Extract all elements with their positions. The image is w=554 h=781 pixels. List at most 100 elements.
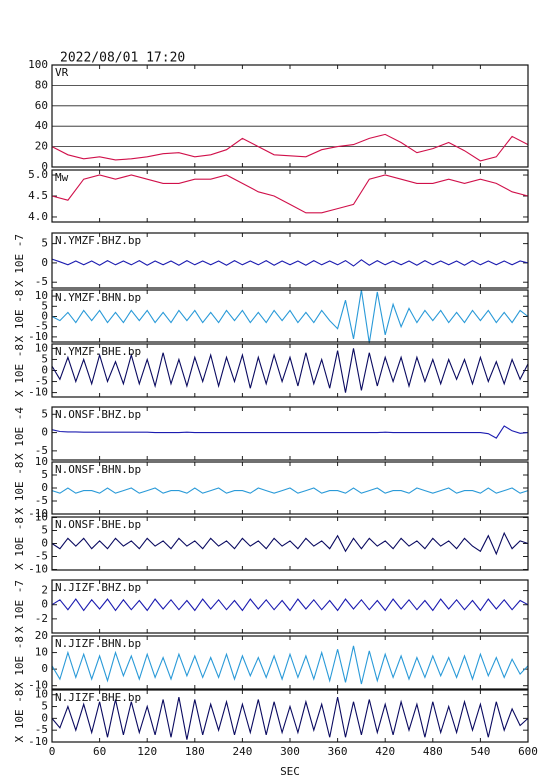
y-tick-label: -5 [35, 320, 48, 333]
y-axis-label: X 10E -7 [13, 234, 26, 287]
y-tick-label: 80 [35, 78, 48, 91]
panel-frame [51, 635, 529, 690]
trace-label: Mw [55, 171, 69, 184]
y-axis-label: X 10E -7 [13, 580, 26, 633]
y-tick-label: 40 [35, 119, 48, 132]
y-tick-label: -5 [35, 375, 48, 388]
y-tick-label: -5 [35, 549, 48, 562]
y-tick-label: -2 [35, 612, 48, 625]
x-tick-label: 420 [375, 745, 395, 758]
y-tick-label: -10 [28, 330, 48, 343]
trace-label: N.YMZF.BHN.bp [55, 291, 141, 304]
x-tick-label: 120 [137, 745, 157, 758]
y-tick-label: 60 [35, 99, 48, 112]
y-tick-label: 0 [41, 537, 48, 550]
y-tick-label: 5.0 [28, 168, 48, 181]
x-tick-label: 540 [470, 745, 490, 758]
y-axis-label: X 10E -8 [13, 636, 26, 689]
y-tick-label: -5 [35, 444, 48, 457]
y-tick-label: -10 [28, 562, 48, 575]
trace-label: N.ONSF.BHZ.bp [55, 408, 141, 421]
panel-frame [51, 289, 529, 343]
panel-frame [51, 461, 529, 515]
x-tick-label: 300 [280, 745, 300, 758]
y-tick-label: 5 [41, 299, 48, 312]
trace [51, 133, 529, 162]
trace-label: N.JIZF.BHZ.bp [55, 581, 141, 594]
y-tick-label: 4.0 [28, 210, 48, 223]
y-axis-label: X 10E -8 [13, 462, 26, 515]
trace-label: N.YMZF.BHZ.bp [55, 234, 141, 247]
y-axis-label: X 10E -8 [13, 344, 26, 397]
y-tick-label: 0 [41, 364, 48, 377]
trace [51, 289, 529, 344]
trace [51, 531, 529, 556]
y-tick-label: 10 [35, 455, 48, 468]
x-tick-label: 240 [232, 745, 252, 758]
y-tick-label: 0 [41, 310, 48, 323]
y-tick-label: 5 [41, 524, 48, 537]
trace [51, 645, 529, 685]
panel-frame [51, 689, 529, 743]
y-tick-label: 20 [35, 629, 48, 642]
y-tick-label: -5 [35, 494, 48, 507]
y-tick-label: 0 [41, 481, 48, 494]
panel-frame [51, 406, 529, 461]
panel-frame [51, 64, 529, 168]
trace [51, 425, 529, 439]
panel-frame [51, 516, 529, 571]
y-axis-label: X 10E -8 [13, 517, 26, 570]
y-tick-label: 0 [41, 160, 48, 173]
y-tick-label: 100 [28, 58, 48, 71]
trace-label: N.JIZF.BHE.bp [55, 691, 141, 704]
y-tick-label: 0 [41, 598, 48, 611]
y-axis-label: X 10E -4 [13, 407, 26, 460]
x-tick-label: 180 [185, 745, 205, 758]
trace-label: N.YMZF.BHE.bp [55, 345, 141, 358]
y-tick-label: 10 [35, 646, 48, 659]
y-axis-label: X 10E -8 [13, 290, 26, 343]
trace [51, 487, 529, 494]
y-tick-label: -5 [35, 723, 48, 736]
panel-frame [51, 169, 529, 223]
chart-title: 2022/08/01 17:20 [60, 51, 185, 66]
y-tick-label: 5 [41, 700, 48, 713]
y-tick-label: 0 [41, 426, 48, 439]
trace [51, 348, 529, 393]
y-tick-label: -10 [28, 679, 48, 692]
trace-label: N.JIZF.BHN.bp [55, 637, 141, 650]
x-tick-label: 480 [423, 745, 443, 758]
y-axis-label: X 10E -8 [13, 690, 26, 743]
y-tick-label: 0 [41, 662, 48, 675]
panel-frame [51, 232, 529, 289]
panel-frame [51, 579, 529, 634]
y-tick-label: 4.5 [28, 189, 48, 202]
x-tick-label: 600 [518, 745, 538, 758]
y-tick-label: 5 [41, 237, 48, 250]
y-tick-label: 10 [35, 511, 48, 524]
y-tick-label: 20 [35, 140, 48, 153]
trace [51, 598, 529, 612]
trace [51, 696, 529, 740]
y-tick-label: 5 [41, 352, 48, 365]
y-tick-label: 5 [41, 468, 48, 481]
y-tick-label: -5 [35, 275, 48, 288]
trace-label: N.ONSF.BHE.bp [55, 518, 141, 531]
x-tick-label: 0 [49, 745, 56, 758]
y-tick-label: -10 [28, 735, 48, 748]
y-tick-label: -10 [28, 507, 48, 520]
y-tick-label: 0 [41, 256, 48, 269]
x-tick-label: 60 [93, 745, 106, 758]
x-axis-label: SEC [280, 765, 300, 778]
trace-label: N.ONSF.BHN.bp [55, 463, 141, 476]
trace [51, 174, 529, 214]
x-tick-label: 360 [328, 745, 348, 758]
y-tick-label: 10 [35, 688, 48, 701]
y-tick-label: -10 [28, 386, 48, 399]
y-tick-label: 2 [41, 584, 48, 597]
y-tick-label: 10 [35, 341, 48, 354]
panel-frame [51, 343, 529, 398]
y-tick-label: 10 [35, 289, 48, 302]
y-tick-label: 5 [41, 407, 48, 420]
